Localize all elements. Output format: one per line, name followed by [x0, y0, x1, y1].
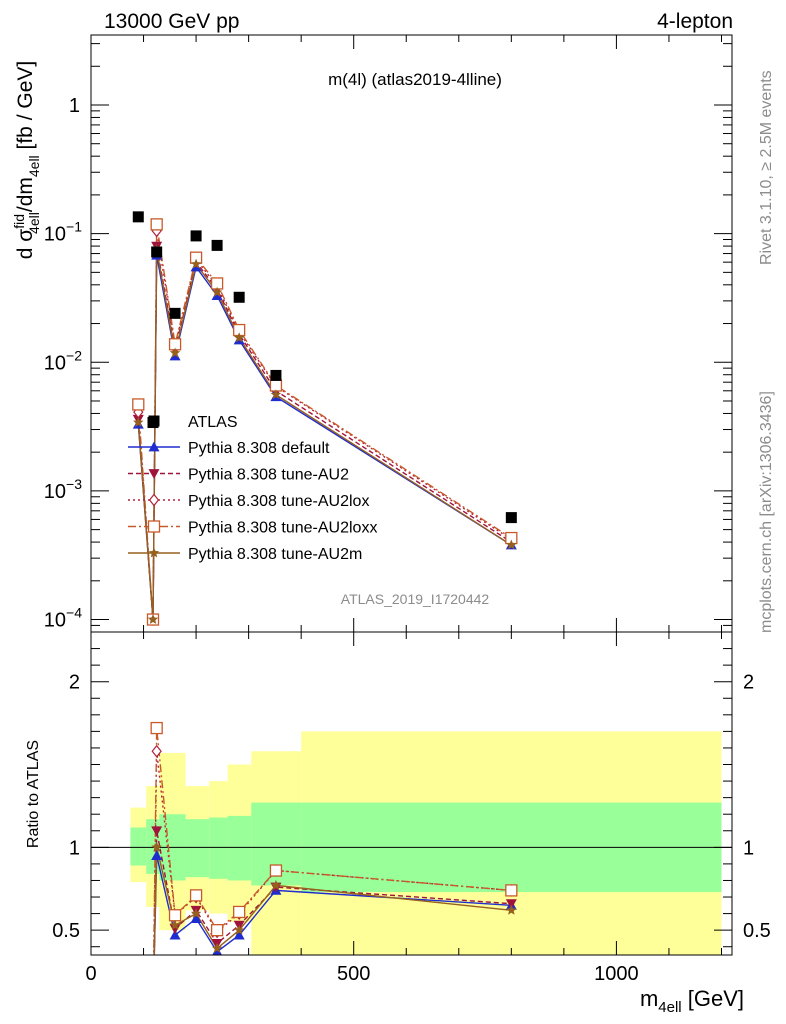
legend-label: Pythia 8.308 tune-AU2loxx [188, 520, 377, 537]
ratio-series-point [151, 826, 163, 837]
ratio-series-point [270, 879, 282, 890]
main-plot-area [91, 35, 732, 632]
y-tick-label: 10−4 [44, 605, 82, 632]
ratio-tick-label-right: 1 [743, 837, 754, 859]
ratio-band-inner [209, 817, 228, 879]
main-series-point [211, 286, 223, 297]
ratio-y-axis-label: Ratio to ATLAS [25, 740, 42, 848]
ratio-series-point [189, 889, 203, 902]
ratio-tick-label-left: 1 [69, 837, 80, 859]
x-tick-label: 0 [85, 963, 96, 985]
legend-label: Pythia 8.308 tune-AU2 [188, 467, 349, 484]
ratio-tick-label-left: 2 [69, 672, 80, 694]
ratio-series-point [233, 929, 245, 940]
ratio-tick-label-right: 2 [743, 672, 754, 694]
rivet-version-label: Rivet 3.1.10, ≥ 2.5M events [758, 70, 775, 265]
legend-label: Pythia 8.308 tune-AU2m [188, 546, 362, 563]
legend-marker [147, 520, 161, 533]
main-panel: 10−4 10−3 10−2 10−1 1 m(4l) (atlas2019-4llin… [11, 34, 733, 633]
ratio-series-point [150, 721, 163, 735]
ratio-series-layer [150, 721, 518, 955]
ratio-series-point [211, 942, 223, 953]
ratio-panel: 0.5 0.5 1 1 2 2 Ratio to ATLAS [25, 631, 771, 956]
ratio-series-point [169, 929, 181, 940]
ratio-series-point [505, 884, 518, 897]
ratio-band-inner [227, 815, 252, 881]
analysis-id-label: ATLAS_2019_I1720442 [341, 591, 490, 607]
ratio-series-point [169, 924, 181, 934]
y-tick-label: 1 [69, 95, 80, 117]
data-point [505, 512, 517, 524]
data-point [270, 369, 282, 381]
main-series-point [506, 539, 517, 550]
ratio-series-point [233, 924, 245, 935]
ratio-series-point [210, 924, 224, 937]
legend-label: Pythia 8.308 tune-AU2lox [188, 493, 369, 510]
ratio-series-line [153, 751, 512, 955]
plot-title: m(4l) (atlas2019-4lline) [328, 70, 502, 89]
y-tick-label: 10−1 [44, 219, 82, 246]
main-series-point [233, 332, 245, 343]
data-point [190, 230, 202, 242]
ratio-series-point [233, 905, 246, 919]
ratio-frame [90, 631, 733, 956]
ratio-series-point [151, 841, 162, 852]
data-point [169, 307, 181, 319]
ratio-uncertainty-bands [130, 731, 722, 955]
main-series-point [190, 258, 202, 269]
mcplots-reference-label: mcplots.cern.ch [arXiv:1306.3436] [758, 391, 775, 633]
legend-marker [148, 469, 160, 479]
x-axis-label: m4ell [GeV] [640, 986, 744, 1016]
ratio-band-inner [130, 827, 147, 866]
main-axis-ticks: 10−4 10−3 10−2 10−1 1 [44, 43, 732, 633]
ratio-series-point [190, 908, 202, 918]
legend-label: Pythia 8.308 default [188, 440, 330, 457]
data-point [233, 291, 245, 303]
ratio-series-point [151, 744, 162, 758]
legend-marker [148, 493, 160, 507]
legend-label-data: ATLAS [188, 414, 238, 431]
y-tick-label: 10−3 [44, 476, 82, 503]
main-series-point [147, 614, 159, 624]
x-tick-label: 1000 [594, 963, 639, 985]
ratio-band-inner [185, 819, 210, 878]
ratio-series-point [269, 864, 283, 877]
data-point [151, 246, 163, 258]
ratio-series-point [505, 899, 517, 910]
main-series-point [270, 389, 282, 400]
legend-marker [148, 547, 160, 558]
ratio-tick-label-left: 0.5 [52, 920, 80, 942]
ratio-series-point [169, 919, 181, 930]
main-series-point [211, 290, 223, 300]
ratio-series-point [168, 909, 182, 922]
ratio-axis-ticks: 0.5 0.5 1 1 2 2 [52, 648, 771, 948]
data-point [211, 239, 223, 251]
channel-label: 4-lepton [657, 10, 733, 33]
legend-marker [148, 441, 160, 452]
main-series-point [132, 398, 145, 411]
ratio-series-point [506, 904, 517, 915]
x-tick-label: 500 [337, 963, 370, 985]
ratio-series-point [151, 850, 163, 861]
data-point [132, 211, 144, 223]
ratio-tick-label-right: 0.5 [743, 920, 771, 942]
legend-marker-data [148, 415, 160, 427]
main-series-point [133, 417, 144, 427]
x-axis-ticks: 0 500 1000 [85, 35, 722, 985]
main-series-point [150, 218, 163, 231]
legend: ATLAS Pythia 8.308 default Pythia 8.308 tu… [128, 414, 377, 563]
main-series-point [169, 347, 181, 358]
y-tick-label: 10−2 [44, 347, 82, 374]
ratio-series-point [190, 913, 202, 923]
main-series-layer [132, 218, 518, 626]
beam-energy-label: 13000 GeV pp [104, 10, 239, 33]
main-y-axis-label: d σfid4ell/dm4ell [fb / GeV] [11, 61, 42, 259]
